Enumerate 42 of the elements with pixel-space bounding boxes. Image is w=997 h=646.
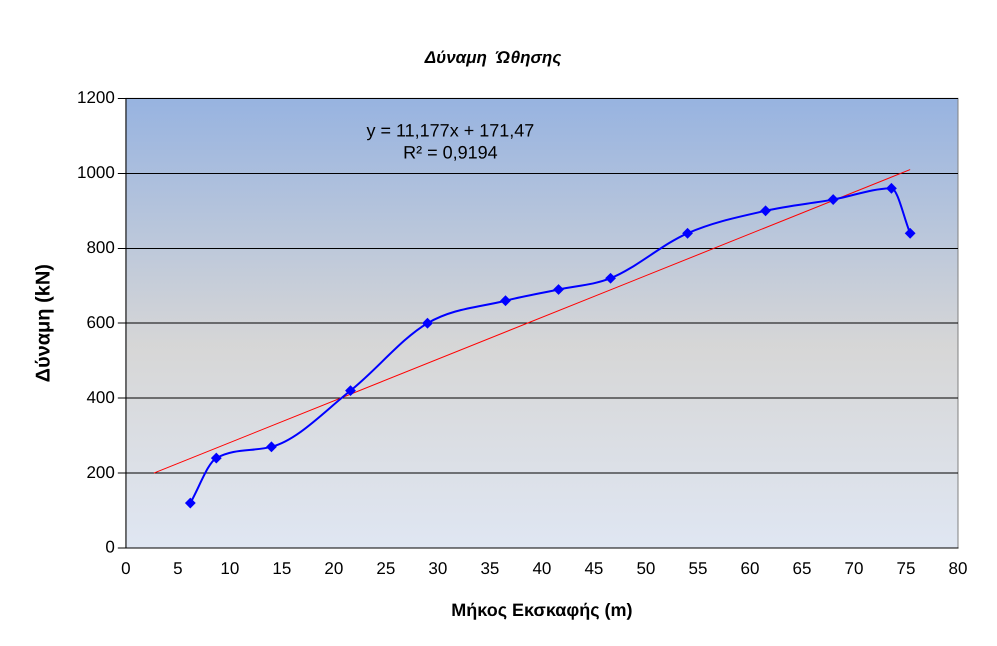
point bbox=[760, 206, 771, 216]
y-tick-label: 400 bbox=[86, 388, 115, 407]
point bbox=[905, 228, 916, 238]
x-tick-label: 25 bbox=[376, 558, 396, 578]
x-tick-label: 50 bbox=[636, 558, 656, 578]
point bbox=[606, 273, 616, 284]
x-tick-label: 30 bbox=[428, 558, 448, 578]
x-tick-label: 15 bbox=[272, 558, 292, 578]
point bbox=[682, 228, 693, 238]
point bbox=[211, 453, 222, 464]
x-tick-label: 35 bbox=[480, 558, 500, 578]
annotation: R² = 0,9194 bbox=[403, 142, 498, 162]
y-tick-label: 600 bbox=[86, 312, 115, 332]
x-tick-label: 20 bbox=[324, 558, 344, 578]
point bbox=[185, 498, 196, 508]
point bbox=[886, 183, 896, 194]
y-tick-label: 1200 bbox=[76, 88, 115, 108]
x-tick-label: 45 bbox=[584, 558, 604, 578]
x-tick-label: 75 bbox=[896, 558, 916, 578]
x-tick-label: 70 bbox=[844, 558, 864, 578]
y-tick-label: 800 bbox=[86, 238, 115, 257]
annotation: y = 11,177x + 171,47 bbox=[366, 120, 534, 140]
x-tick-label: 5 bbox=[173, 558, 183, 578]
point bbox=[346, 386, 356, 396]
x-axis-title: Μήκος Εκσκαφής (m) bbox=[451, 600, 633, 620]
y-tick-label: 1000 bbox=[76, 163, 115, 182]
point bbox=[266, 442, 276, 452]
point bbox=[828, 194, 838, 205]
y-tick-label: 200 bbox=[86, 462, 115, 482]
point bbox=[554, 284, 564, 294]
x-tick-label: 0 bbox=[121, 558, 131, 578]
point bbox=[422, 318, 432, 328]
chart-title: Δύναμη Ώθησης bbox=[424, 48, 562, 67]
y-axis-title: Δύναμη (kN) bbox=[32, 264, 55, 382]
x-tick-label: 80 bbox=[948, 558, 968, 578]
point bbox=[500, 296, 510, 306]
x-tick-label: 40 bbox=[532, 558, 552, 578]
x-tick-label: 60 bbox=[740, 558, 760, 578]
x-tick-label: 65 bbox=[792, 558, 812, 578]
x-tick-label: 55 bbox=[688, 558, 708, 578]
x-tick-label: 10 bbox=[220, 558, 240, 578]
y-tick-label: 0 bbox=[105, 538, 115, 557]
